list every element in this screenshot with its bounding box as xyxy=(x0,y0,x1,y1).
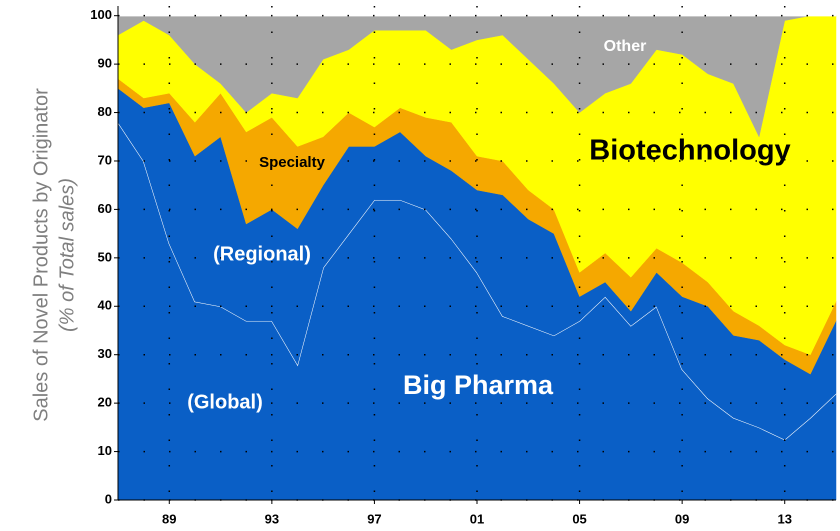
annotation: Biotechnology xyxy=(589,135,790,167)
annotation: (Global) xyxy=(187,391,263,413)
y-axis-label: Sales of Novel Products by Originator xyxy=(30,88,52,422)
x-tick-label: 89 xyxy=(162,511,176,526)
y-tick-label: 100 xyxy=(90,7,112,22)
y-tick-label: 50 xyxy=(98,249,112,264)
x-tick-label: 97 xyxy=(367,511,381,526)
annotation: Big Pharma xyxy=(403,370,554,400)
x-tick-label: 01 xyxy=(470,511,484,526)
x-tick-label: 93 xyxy=(265,511,279,526)
y-tick-label: 20 xyxy=(98,395,112,410)
annotation: Specialty xyxy=(259,154,326,171)
y-tick-label: 60 xyxy=(98,201,112,216)
y-tick-label: 30 xyxy=(98,346,112,361)
y-tick-label: 40 xyxy=(98,298,112,313)
x-tick-label: 13 xyxy=(777,511,791,526)
y-tick-label: 90 xyxy=(98,56,112,71)
y-tick-label: 10 xyxy=(98,443,112,458)
y-tick-label: 0 xyxy=(105,491,112,506)
annotation: (Regional) xyxy=(213,243,311,265)
y-axis-label: (% of Total sales) xyxy=(56,178,78,332)
y-tick-label: 70 xyxy=(98,152,112,167)
x-tick-label: 09 xyxy=(675,511,689,526)
y-tick-label: 80 xyxy=(98,104,112,119)
annotation: Other xyxy=(604,38,647,55)
x-tick-label: 05 xyxy=(572,511,586,526)
